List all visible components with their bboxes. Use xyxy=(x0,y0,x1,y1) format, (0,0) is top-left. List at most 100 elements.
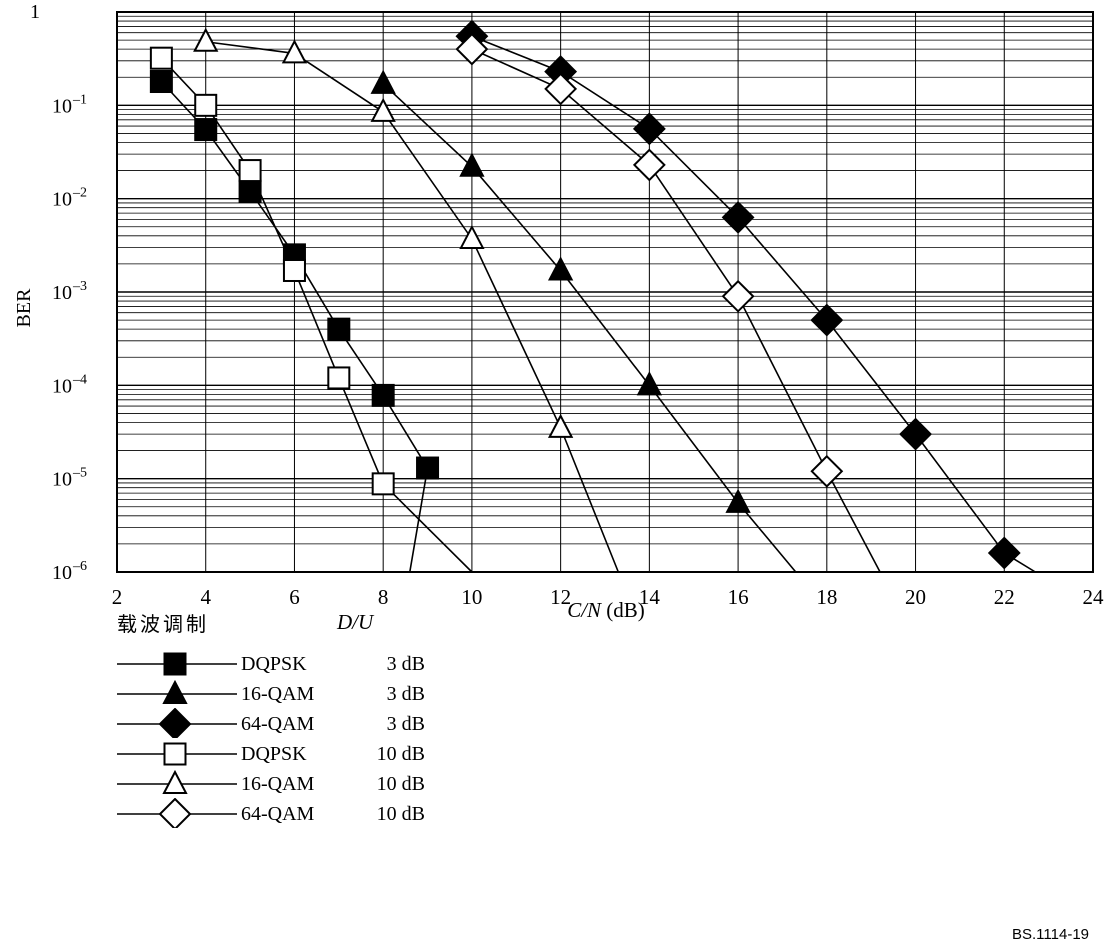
y-tick-base: 10 xyxy=(52,375,72,397)
series-16-qam-10db xyxy=(193,27,620,573)
x-tick-label: 8 xyxy=(378,585,389,609)
legend-symbol xyxy=(117,798,237,828)
data-point xyxy=(238,159,262,183)
data-point xyxy=(327,366,351,390)
x-tick-label: 4 xyxy=(200,585,211,609)
legend-item: 64-QAM 10 dB xyxy=(115,798,445,828)
legend-series-du: 3 dB xyxy=(386,713,425,735)
data-point xyxy=(416,456,440,480)
legend-series-name: 16-QAM xyxy=(241,683,315,705)
legend-symbol xyxy=(117,742,237,766)
x-axis-label: C/N (dB) xyxy=(567,598,645,622)
series-64-qam-3db xyxy=(455,19,1036,573)
legend-item: 64-QAM 3 dB xyxy=(115,708,445,738)
data-point xyxy=(632,112,666,146)
legend-marker xyxy=(163,652,187,676)
legend-series-name: 64-QAM xyxy=(241,803,315,825)
legend-symbol xyxy=(117,652,237,676)
data-point xyxy=(194,93,218,117)
series-line xyxy=(205,40,620,573)
legend-marker xyxy=(158,798,192,828)
series-16-qam-3db xyxy=(370,69,797,573)
data-point xyxy=(721,279,755,313)
x-tick-label: 22 xyxy=(994,585,1015,609)
x-tick-label: 12 xyxy=(550,585,571,609)
x-tick-labels: 2 4 6 8 10 12 14 16 18 20 22 24 xyxy=(112,585,1104,609)
legend-series-du: 3 dB xyxy=(386,683,425,705)
legend-marker xyxy=(162,769,188,794)
x-tick-label: 20 xyxy=(905,585,926,609)
legend-series-du: 10 dB xyxy=(376,743,425,765)
data-point xyxy=(149,46,173,70)
y-tick-exponent: –3 xyxy=(72,279,87,294)
y-tick-label: 10–5 xyxy=(52,466,87,491)
x-tick-label: 14 xyxy=(639,585,661,609)
series-64-qam-10db xyxy=(455,32,881,573)
y-tick-exponent: –6 xyxy=(72,559,87,574)
data-point xyxy=(370,97,396,122)
legend-series-du: 10 dB xyxy=(376,773,425,795)
data-point xyxy=(370,69,396,94)
x-tick-label: 2 xyxy=(112,585,123,609)
y-tick-label: 10–2 xyxy=(52,186,87,211)
legend-header-modulation: 载波调制 xyxy=(117,614,209,636)
y-tick-label: 10–6 xyxy=(52,559,87,584)
x-axis-label-quantity: C/N xyxy=(567,598,602,622)
y-tick-base: 10 xyxy=(52,562,72,584)
legend-marker xyxy=(163,742,187,766)
legend-item: 16-QAM 3 dB xyxy=(115,678,445,708)
data-point xyxy=(721,200,755,234)
data-point xyxy=(327,317,351,341)
data-point xyxy=(149,70,173,94)
x-axis-label-unit: (dB) xyxy=(601,598,645,622)
y-tick-label: 10–3 xyxy=(52,279,87,304)
data-point xyxy=(281,39,308,64)
y-tick-base: 1 xyxy=(30,1,40,23)
data-point xyxy=(810,303,844,337)
data-point xyxy=(371,472,395,496)
data-point xyxy=(371,383,395,407)
data-point xyxy=(987,536,1021,570)
data-point xyxy=(547,413,574,438)
legend-item: 16-QAM 10 dB xyxy=(115,768,445,798)
data-point xyxy=(455,32,489,66)
y-tick-label: 10–1 xyxy=(52,92,87,117)
y-tick-label: 1 xyxy=(30,1,40,23)
legend-symbol xyxy=(117,769,237,794)
data-point xyxy=(632,148,666,182)
y-tick-label: 10–4 xyxy=(52,372,87,397)
legend-symbol xyxy=(117,708,237,738)
series-dqpsk-10db xyxy=(149,46,473,573)
data-point xyxy=(459,152,485,177)
data-point xyxy=(899,417,932,451)
legend-marker xyxy=(162,679,188,704)
legend-header: 载波调制 D/U xyxy=(115,604,445,644)
legend-series-name: 64-QAM xyxy=(241,713,315,735)
series-line xyxy=(382,83,797,573)
data-series xyxy=(149,19,1036,573)
legend-item: DQPSK 10 dB xyxy=(115,738,445,768)
y-tick-exponent: –2 xyxy=(72,186,87,201)
legend-marker xyxy=(158,708,192,738)
data-point xyxy=(238,179,262,203)
series-line xyxy=(471,48,881,573)
plot-frame xyxy=(116,11,1094,573)
legend-series-du: 10 dB xyxy=(376,803,425,825)
legend-series-du: 3 dB xyxy=(386,653,425,675)
x-tick-label: 6 xyxy=(289,585,300,609)
legend-header-du: D/U xyxy=(337,610,374,634)
series-line xyxy=(471,35,1036,573)
y-tick-base: 10 xyxy=(52,95,72,117)
data-point xyxy=(194,118,218,142)
data-point xyxy=(459,224,485,249)
data-point xyxy=(544,72,578,106)
x-tick-label: 24 xyxy=(1083,585,1105,609)
data-point xyxy=(282,258,306,282)
data-point xyxy=(725,488,751,513)
legend-series-name: 16-QAM xyxy=(241,773,315,795)
y-tick-base: 10 xyxy=(52,189,72,211)
y-tick-base: 10 xyxy=(52,282,72,304)
data-point xyxy=(193,27,219,52)
legend-series-name: DQPSK xyxy=(241,653,307,675)
